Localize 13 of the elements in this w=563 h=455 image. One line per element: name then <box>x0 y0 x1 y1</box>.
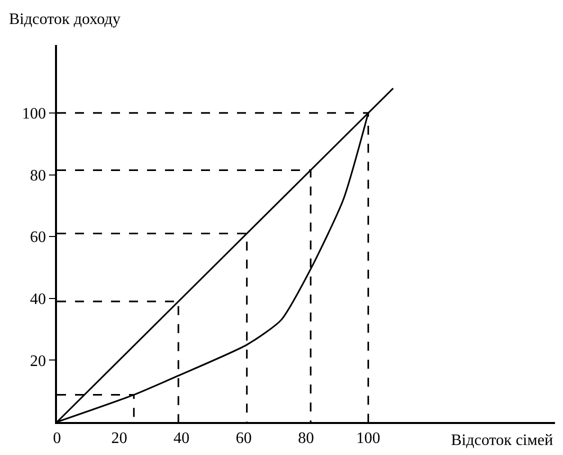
x-tick-label: 0 <box>53 430 61 447</box>
y-tick-label: 40 <box>30 290 46 308</box>
y-tick-label: 80 <box>30 167 46 184</box>
x-tick-label: 20 <box>111 430 128 447</box>
y-tick-label: 20 <box>30 352 46 370</box>
y-tick-label: 100 <box>22 106 46 123</box>
y-tick-label: 60 <box>30 229 46 246</box>
x-axis-title: Відсоток сімей <box>451 432 554 449</box>
x-tick-label: 40 <box>174 430 190 447</box>
y-axis-title: Відсоток доходу <box>9 11 121 28</box>
x-tick-label: 100 <box>356 430 380 447</box>
x-tick-label: 80 <box>298 430 314 447</box>
x-tick-label: 60 <box>236 430 252 447</box>
